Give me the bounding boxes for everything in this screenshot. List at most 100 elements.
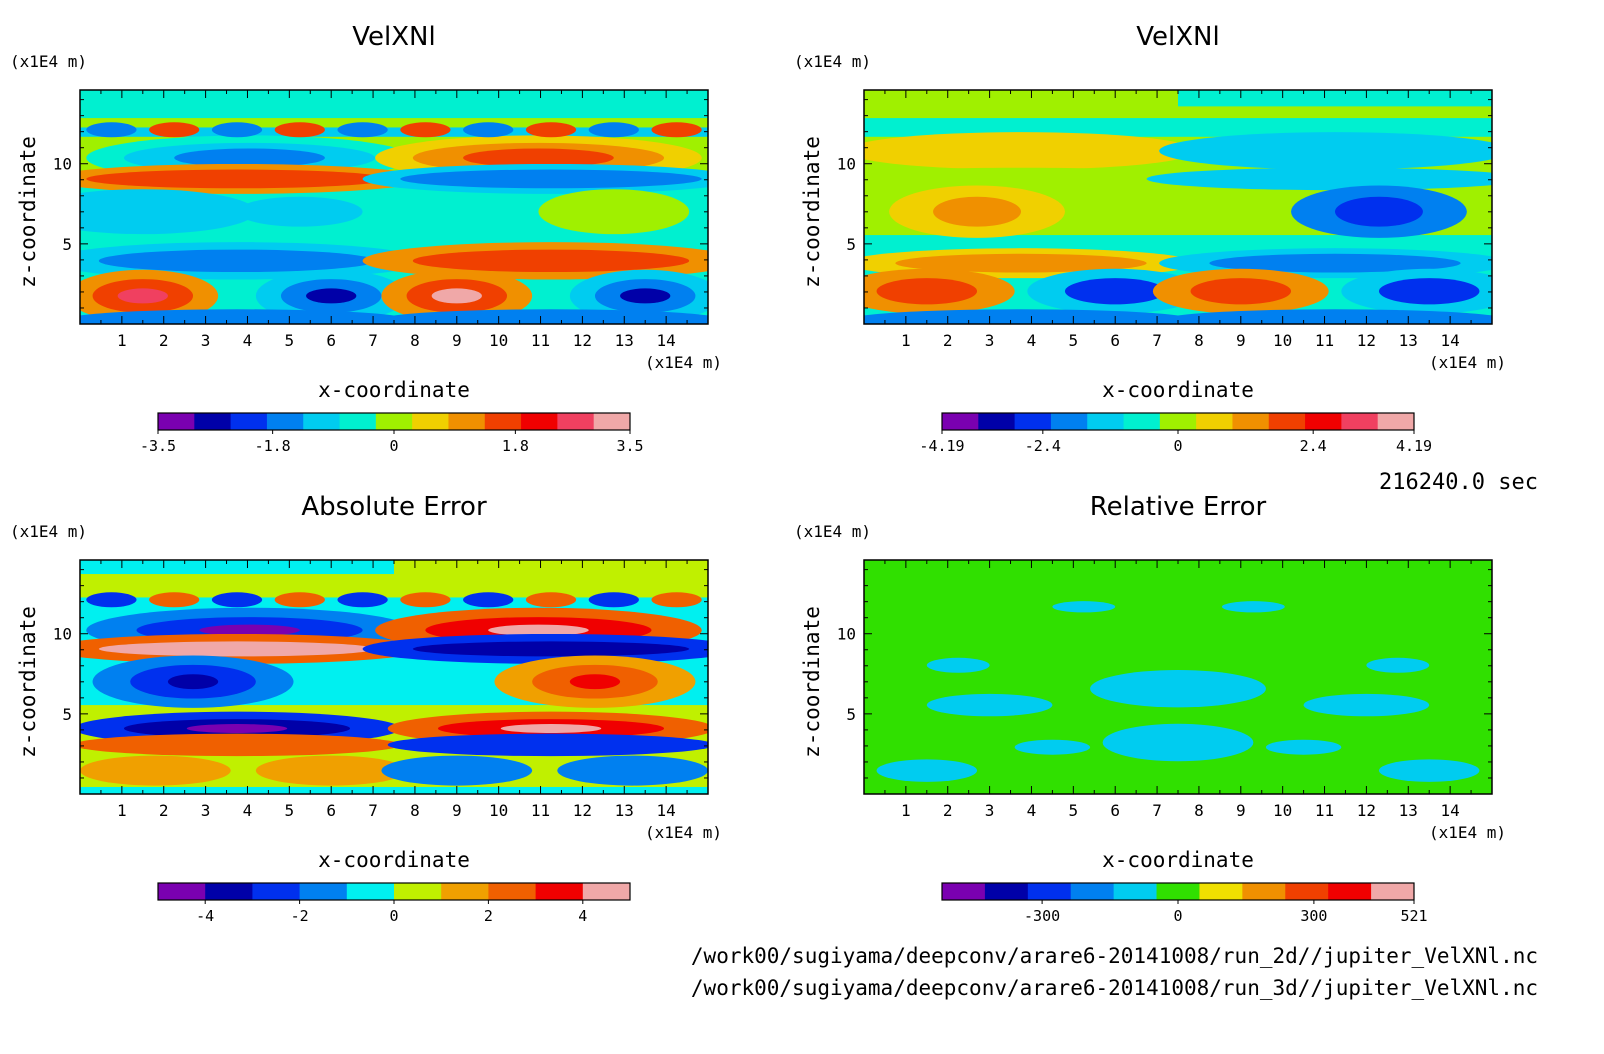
x-tick-label: 7 xyxy=(1152,801,1162,820)
colorbar-swatch xyxy=(1377,413,1415,430)
contour-region xyxy=(1366,657,1430,673)
y-tick-label: 5 xyxy=(62,705,72,724)
contour-region xyxy=(864,309,1197,324)
colorbar-tick-label: 3.5 xyxy=(616,437,643,455)
colorbar-tick-label: -2.4 xyxy=(1025,437,1061,455)
x-tick-label: 9 xyxy=(452,331,462,350)
contour-region xyxy=(274,122,325,138)
contour-region xyxy=(337,122,388,138)
colorbar-tick-label: 0 xyxy=(1173,437,1182,455)
x-tick-label: 12 xyxy=(573,801,592,820)
y-tick-label: 10 xyxy=(53,155,72,174)
contour-region xyxy=(620,288,671,304)
contour-region xyxy=(381,755,533,786)
field-band xyxy=(394,90,708,107)
colorbar-swatch xyxy=(412,413,449,430)
contour-region xyxy=(274,592,325,608)
contour-region xyxy=(557,755,708,786)
colorbar-swatch xyxy=(1087,413,1125,430)
x-tick-label: 6 xyxy=(1110,801,1120,820)
contour-region xyxy=(167,674,219,690)
chart-panel: Absolute Error(x1E4 m)1 2 3 4 5 6 7 8 9 10 11 12 13 1… xyxy=(10,492,722,925)
contour-region xyxy=(1090,669,1266,708)
x-tick-label: 11 xyxy=(1315,801,1334,820)
colorbar-swatch xyxy=(230,413,268,430)
colorbar-swatch xyxy=(1014,413,1052,430)
colorbar-swatch xyxy=(375,413,413,430)
field-band xyxy=(80,574,394,584)
contour-region xyxy=(412,641,690,657)
field-band xyxy=(80,560,394,575)
x-tick-label: 9 xyxy=(1236,331,1246,350)
contour-region xyxy=(375,309,708,324)
x-tick-label: 10 xyxy=(489,331,508,350)
x-tick-label: 2 xyxy=(943,331,953,350)
colorbar-swatch xyxy=(521,413,558,430)
colorbar-swatch xyxy=(1341,413,1379,430)
x-tick-label: 8 xyxy=(410,801,420,820)
chart-title: Absolute Error xyxy=(301,492,487,522)
y-axis-label: z-coordinate xyxy=(16,606,40,758)
heatmap-field xyxy=(864,90,1492,324)
colorbar-swatch xyxy=(339,413,377,430)
y-tick-label: 10 xyxy=(837,155,856,174)
contour-region xyxy=(211,122,263,138)
colorbar-swatch xyxy=(978,413,1016,430)
colorbar-tick-label: 1.8 xyxy=(502,437,529,455)
contour-region xyxy=(400,169,702,189)
contour-region xyxy=(926,693,1053,717)
colorbar-swatch xyxy=(535,883,584,900)
x-tick-label: 3 xyxy=(201,801,211,820)
contour-region xyxy=(1146,167,1492,191)
field-band xyxy=(1178,106,1492,119)
contour-region xyxy=(199,624,300,636)
colorbar-swatch xyxy=(1305,413,1342,430)
contour-region xyxy=(1335,196,1423,227)
contour-region xyxy=(1102,723,1254,762)
contour-region xyxy=(337,592,388,608)
contour-region xyxy=(80,733,401,757)
colorbar-swatch xyxy=(593,413,631,430)
x-tick-label: 2 xyxy=(159,331,169,350)
contour-region xyxy=(651,592,702,608)
x-tick-label: 4 xyxy=(243,801,253,820)
colorbar-swatch xyxy=(557,413,595,430)
contour-region xyxy=(86,592,137,608)
colorbar-tick-label: 0 xyxy=(389,907,398,925)
y-axis-label: z-coordinate xyxy=(16,136,40,288)
colorbar-swatch xyxy=(303,413,341,430)
colorbar-swatch xyxy=(1123,413,1161,430)
y-tick-label: 5 xyxy=(62,235,72,254)
contour-region xyxy=(463,592,514,608)
contour-region xyxy=(1159,132,1492,170)
contour-region xyxy=(1014,739,1091,755)
colorbar-swatch xyxy=(1328,883,1372,900)
x-tick-label: 14 xyxy=(657,801,676,820)
colorbar-swatch xyxy=(942,883,986,900)
contour-region xyxy=(400,592,451,608)
colorbar-swatch xyxy=(1050,413,1088,430)
x-tick-label: 4 xyxy=(243,331,253,350)
x-tick-label: 1 xyxy=(117,331,127,350)
x-tick-label: 4 xyxy=(1027,331,1037,350)
contour-region xyxy=(149,592,200,608)
field-band xyxy=(864,106,1178,119)
contour-region xyxy=(80,309,413,324)
x-tick-label: 13 xyxy=(1399,331,1418,350)
contour-region xyxy=(98,249,376,273)
contour-region xyxy=(117,288,168,304)
colorbar-tick-label: 4 xyxy=(578,907,587,925)
colorbar-tick-label: 300 xyxy=(1300,907,1327,925)
contour-region xyxy=(412,249,690,273)
x-tick-label: 8 xyxy=(410,331,420,350)
colorbar-tick-label: -2 xyxy=(291,907,309,925)
field-band xyxy=(394,560,708,575)
contour-region xyxy=(1303,693,1430,717)
contour-region xyxy=(255,755,407,786)
chart-panel: Relative Error(x1E4 m)1 2 3 4 5 6 7 8 9 10 11 12 13 1… xyxy=(794,492,1506,925)
contour-region xyxy=(400,122,451,138)
contour-region xyxy=(431,288,482,304)
contour-region xyxy=(1190,278,1292,305)
colorbar-tick-label: 521 xyxy=(1400,907,1427,925)
y-tick-label: 5 xyxy=(846,705,856,724)
